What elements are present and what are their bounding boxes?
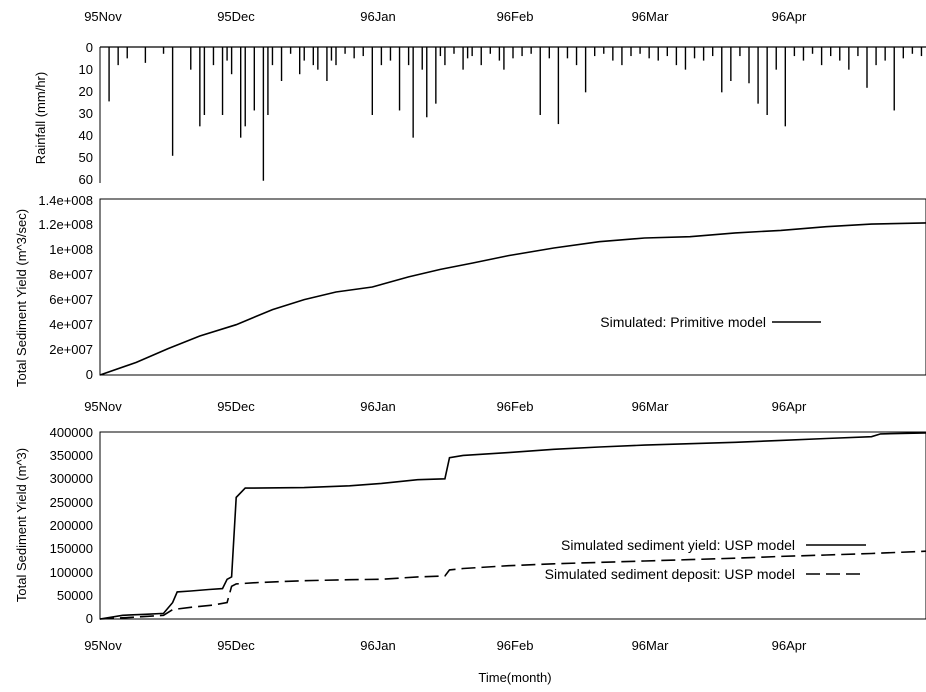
month-tick-label: 96Feb	[497, 399, 534, 414]
month-tick-label: 95Dec	[217, 638, 255, 653]
usp-y-tick-label: 0	[86, 611, 93, 626]
rainfall-y-tick-label: 0	[86, 40, 93, 55]
month-tick-label: 95Nov	[84, 9, 122, 24]
month-tick-label: 96Apr	[772, 399, 807, 414]
month-tick-label: 96Mar	[632, 399, 670, 414]
usp-sediment-deposit-line	[99, 550, 926, 620]
primitive-y-tick-label: 8e+007	[49, 267, 93, 282]
month-tick-label: 96Feb	[497, 638, 534, 653]
month-tick-label: 96Apr	[772, 638, 807, 653]
primitive-legend-label: Simulated: Primitive model	[600, 314, 766, 330]
month-tick-label: 96Apr	[772, 9, 807, 24]
month-tick-label: 95Nov	[84, 399, 122, 414]
month-tick-label: 96Jan	[360, 9, 395, 24]
month-tick-label: 96Jan	[360, 638, 395, 653]
rainfall-y-tick-label: 60	[79, 172, 93, 187]
usp-deposit-legend-label: Simulated sediment deposit: USP model	[545, 566, 795, 582]
primitive-y-tick-label: 2e+007	[49, 342, 93, 357]
usp-legend: Simulated sediment yield: USP model Simu…	[545, 537, 866, 582]
usp-model-panel: 0 50000 100000 150000 200000 250000 3000…	[14, 425, 926, 685]
rainfall-month-axis-top: 95Nov 95Dec 96Jan 96Feb 96Mar 96Apr	[84, 9, 807, 24]
primitive-y-tick-label: 1.2e+008	[38, 217, 93, 232]
primitive-y-tick-label: 0	[86, 367, 93, 382]
primitive-y-tick-label: 1e+008	[49, 242, 93, 257]
month-tick-label: 96Jan	[360, 399, 395, 414]
primitive-model-panel: 0 2e+007 4e+007 6e+007 8e+007 1e+008 1.2…	[14, 193, 926, 414]
rainfall-y-tick-label: 10	[79, 62, 93, 77]
time-x-axis-label: Time(month)	[478, 670, 551, 685]
usp-y-tick-label: 50000	[57, 588, 93, 603]
rainfall-panel: 95Nov 95Dec 96Jan 96Feb 96Mar 96Apr 0 10…	[33, 9, 926, 187]
rainfall-y-axis-ticks: 0 10 20 30 40 50 60	[79, 40, 93, 187]
usp-plot-frame	[99, 431, 926, 620]
month-tick-label: 96Mar	[632, 638, 670, 653]
primitive-y-axis-label: Total Sediment Yield (m^3/sec)	[14, 209, 29, 387]
usp-sediment-yield-line	[99, 432, 926, 620]
usp-y-tick-label: 250000	[50, 495, 93, 510]
month-tick-label: 96Mar	[632, 9, 670, 24]
month-tick-label: 95Dec	[217, 9, 255, 24]
usp-y-tick-label: 300000	[50, 471, 93, 486]
usp-y-tick-label: 100000	[50, 565, 93, 580]
usp-y-tick-label: 400000	[50, 425, 93, 440]
rainfall-y-tick-label: 40	[79, 128, 93, 143]
primitive-y-tick-label: 6e+007	[49, 292, 93, 307]
usp-y-tick-label: 200000	[50, 518, 93, 533]
usp-x-axis-ticks: 95Nov 95Dec 96Jan 96Feb 96Mar 96Apr	[84, 638, 807, 653]
primitive-y-tick-label: 1.4e+008	[38, 193, 93, 208]
usp-yield-legend-label: Simulated sediment yield: USP model	[561, 537, 795, 553]
usp-y-tick-label: 350000	[50, 448, 93, 463]
usp-y-axis-ticks: 0 50000 100000 150000 200000 250000 3000…	[50, 425, 93, 626]
rainfall-y-axis-label: Rainfall (mm/hr)	[33, 72, 48, 164]
rainfall-bars	[108, 47, 923, 181]
usp-y-axis-label: Total Sediment Yield (m^3)	[14, 448, 29, 602]
rainfall-y-tick-label: 50	[79, 150, 93, 165]
primitive-y-tick-label: 4e+007	[49, 317, 93, 332]
rainfall-y-tick-label: 30	[79, 106, 93, 121]
primitive-x-axis-ticks: 95Nov 95Dec 96Jan 96Feb 96Mar 96Apr	[84, 399, 807, 414]
primitive-plot-frame	[99, 198, 926, 376]
month-tick-label: 96Feb	[497, 9, 534, 24]
month-tick-label: 95Dec	[217, 399, 255, 414]
primitive-legend: Simulated: Primitive model	[600, 314, 821, 330]
primitive-y-axis-ticks: 0 2e+007 4e+007 6e+007 8e+007 1e+008 1.2…	[38, 193, 93, 382]
rainfall-y-tick-label: 20	[79, 84, 93, 99]
primitive-model-line	[99, 222, 926, 376]
usp-y-tick-label: 150000	[50, 541, 93, 556]
month-tick-label: 95Nov	[84, 638, 122, 653]
